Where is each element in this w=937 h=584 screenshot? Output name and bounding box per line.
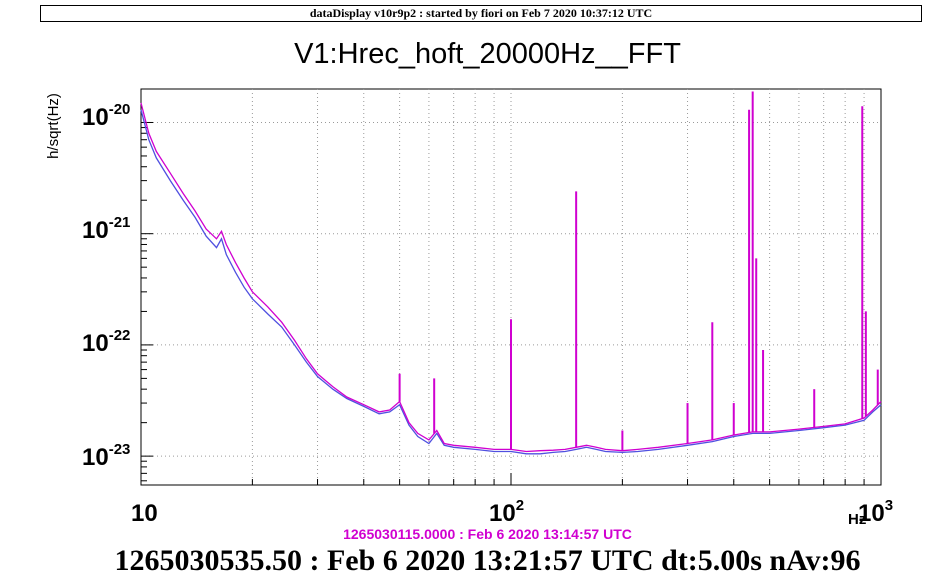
reference-time-label: 1265030115.0000 : Feb 6 2020 13:14:57 UT…	[343, 526, 632, 542]
spectral-peaks	[398, 91, 879, 451]
y-tick-labels: 10-20 10-21 10-22 10-23	[82, 101, 130, 471]
series-curves	[140, 102, 882, 455]
x-tick-label-10: 10	[131, 500, 158, 527]
x-tick-label-100: 102	[489, 497, 524, 527]
app-banner: dataDisplay v10r9p2 : started by fiori o…	[40, 5, 922, 22]
y-tick-label-1e-21: 10-21	[82, 214, 130, 244]
chart-title: V1:Hrec_hoft_20000Hz__FFT	[294, 38, 681, 70]
y-axis-label: h/sqrt(Hz)	[45, 93, 62, 159]
grid-lines	[141, 89, 881, 485]
y-tick-label-1e-23: 10-23	[82, 441, 130, 471]
series-line-2	[140, 102, 882, 453]
x-axis-label: Hz	[848, 511, 866, 528]
axis-ticks	[140, 88, 882, 485]
y-tick-label-1e-22: 10-22	[82, 327, 130, 357]
series-line-1	[140, 109, 882, 455]
x-tick-labels: 10 102 103	[131, 497, 893, 527]
y-tick-label-1e-20: 10-20	[82, 101, 130, 131]
footer-timestamp: 1265030535.50 : Feb 6 2020 13:21:57 UTC …	[114, 544, 861, 577]
